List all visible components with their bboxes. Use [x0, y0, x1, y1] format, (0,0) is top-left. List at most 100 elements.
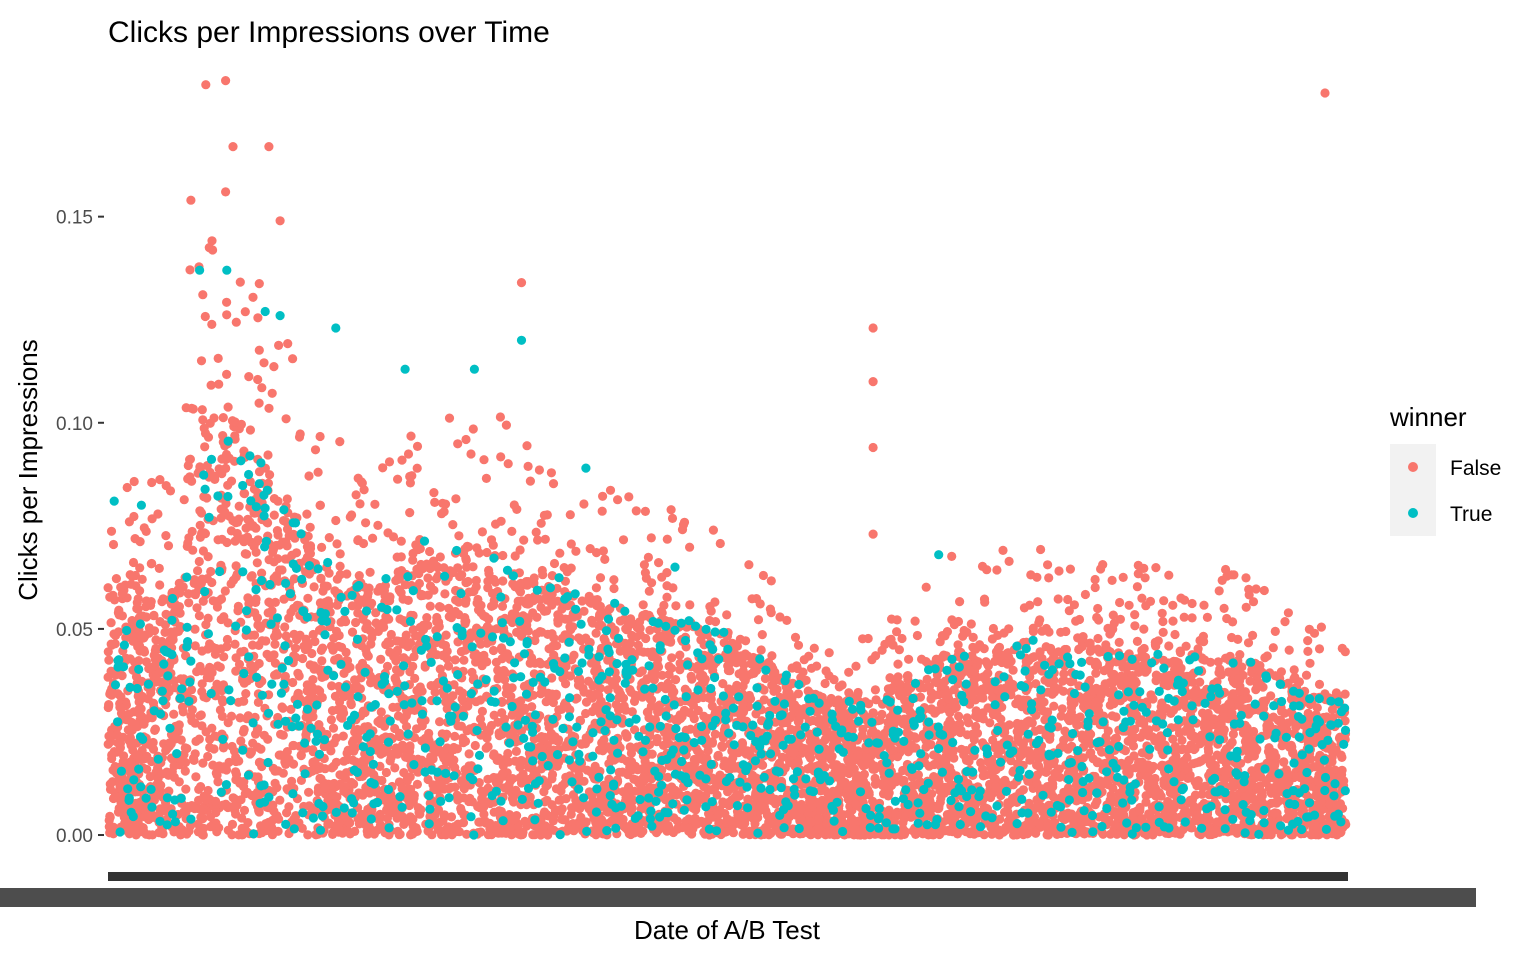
data-point-false: [484, 565, 494, 576]
data-point-false: [1261, 776, 1271, 786]
data-point-false: [314, 720, 324, 730]
data-point-false: [194, 556, 204, 567]
data-point-false: [194, 784, 204, 795]
data-point-false: [264, 555, 274, 565]
data-point-false: [231, 767, 241, 777]
data-point-false: [282, 808, 292, 818]
data-point-false: [231, 561, 241, 571]
data-point-false: [241, 689, 251, 699]
data-point-false: [113, 738, 123, 748]
data-point-false: [175, 608, 185, 618]
data-point-false: [236, 736, 246, 746]
data-point-false: [498, 576, 508, 586]
data-point-false: [511, 746, 521, 757]
data-point-false: [310, 636, 320, 647]
data-point-false: [239, 805, 250, 816]
data-point-false: [347, 627, 358, 637]
data-point-false: [435, 817, 445, 827]
data-point-false: [223, 480, 233, 490]
data-point-false: [295, 630, 305, 640]
data-point-false: [685, 724, 696, 734]
data-point-false: [125, 733, 135, 743]
data-point-false: [327, 681, 337, 691]
data-point-false: [566, 625, 576, 635]
data-point-false: [962, 713, 972, 723]
data-point-false: [511, 627, 522, 638]
data-point-false: [435, 717, 445, 727]
data-point-false: [569, 612, 579, 622]
data-point-false: [450, 731, 460, 742]
data-point-false: [270, 597, 280, 608]
data-point-false: [793, 689, 804, 699]
data-point-false: [197, 679, 207, 689]
data-point-false: [1270, 808, 1280, 818]
data-point-false: [621, 705, 631, 715]
data-point-false: [328, 723, 339, 733]
data-point-false: [240, 549, 250, 559]
data-point-false: [629, 696, 640, 707]
data-point-false: [1272, 798, 1282, 808]
data-point-false: [197, 721, 207, 731]
data-point-false: [195, 506, 205, 516]
data-point-false: [581, 697, 592, 707]
data-point-false: [454, 609, 464, 620]
data-point-false: [233, 517, 243, 527]
data-point-false: [1327, 757, 1337, 767]
data-point-false: [401, 721, 412, 732]
data-point-false: [144, 664, 154, 674]
data-point-false: [280, 671, 290, 682]
data-point-false: [523, 626, 533, 636]
data-point-false: [423, 573, 433, 583]
data-point-false: [184, 598, 194, 608]
data-point-false: [191, 772, 201, 782]
data-point-false: [924, 761, 934, 771]
data-point-false: [231, 809, 241, 819]
data-point-false: [317, 656, 327, 666]
data-point-false: [381, 767, 391, 778]
data-point-false: [1231, 792, 1241, 802]
data-point-false: [103, 739, 113, 749]
data-point-false: [675, 650, 685, 660]
data-point-false: [1084, 735, 1094, 746]
data-point-false: [338, 731, 348, 741]
data-point-false: [1266, 691, 1276, 701]
y-tick-label: 0.15: [56, 208, 93, 229]
data-point-false: [241, 523, 251, 533]
data-point-false: [341, 617, 351, 627]
data-point-false: [689, 762, 699, 773]
data-point-false: [189, 755, 199, 766]
data-point-false: [239, 489, 250, 499]
data-point-false: [222, 634, 232, 645]
data-point-false: [637, 826, 647, 836]
data-point-false: [961, 746, 971, 756]
data-point-false: [440, 589, 450, 599]
data-point-false: [446, 812, 457, 822]
data-point-false: [1015, 737, 1025, 747]
data-point-false: [218, 743, 229, 753]
data-point-false: [390, 674, 401, 684]
data-point-false: [1140, 667, 1150, 677]
data-point-false: [341, 768, 351, 778]
data-point-false: [375, 715, 385, 725]
data-point-false: [293, 690, 303, 700]
data-point-false: [209, 744, 219, 754]
data-point-false: [504, 757, 514, 767]
data-point-false: [219, 652, 229, 662]
data-point-false: [1170, 664, 1180, 675]
data-point-false: [386, 629, 396, 640]
data-point-false: [1198, 708, 1208, 718]
data-point-false: [434, 602, 445, 612]
data-point-false: [403, 642, 413, 652]
data-point-false: [349, 746, 359, 756]
data-point-false: [724, 797, 734, 807]
data-point-false: [688, 710, 698, 720]
data-point-false: [828, 760, 839, 771]
data-point-false: [287, 776, 297, 787]
data-point-false: [631, 775, 641, 785]
data-point-false: [383, 638, 394, 648]
data-point-false: [1227, 737, 1237, 748]
data-point-false: [363, 651, 373, 661]
data-point-false: [1045, 734, 1055, 744]
data-point-false: [1264, 720, 1275, 730]
data-point-false: [536, 659, 546, 669]
